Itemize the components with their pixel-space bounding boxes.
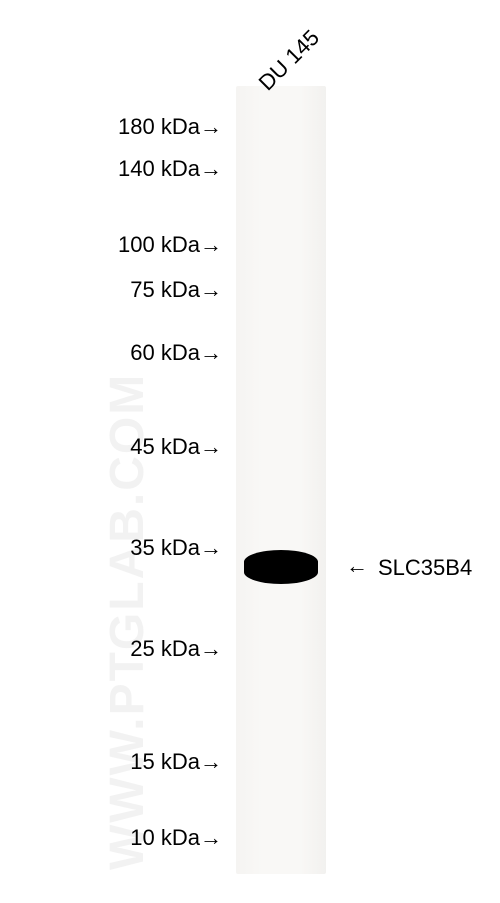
marker-value: 10 kDa: [130, 825, 200, 850]
band-arrow-left-icon: ←: [346, 553, 368, 579]
marker-label: 60 kDa→: [130, 340, 222, 366]
marker-label: 15 kDa→: [130, 749, 222, 775]
arrow-right-icon: →: [200, 535, 222, 561]
marker-value: 60 kDa: [130, 340, 200, 365]
marker-value: 45 kDa: [130, 434, 200, 459]
arrow-right-icon: →: [200, 277, 222, 303]
arrow-right-icon: →: [200, 114, 222, 140]
lane-strip: [236, 86, 326, 874]
arrow-right-icon: →: [200, 434, 222, 460]
arrow-right-icon: →: [200, 156, 222, 182]
marker-label: 100 kDa→: [118, 232, 222, 258]
arrow-right-icon: →: [200, 636, 222, 662]
marker-label: 45 kDa→: [130, 434, 222, 460]
band-label: SLC35B4: [378, 555, 472, 581]
marker-label: 75 kDa→: [130, 277, 222, 303]
marker-value: 140 kDa: [118, 156, 200, 181]
arrow-right-icon: →: [200, 340, 222, 366]
marker-value: 15 kDa: [130, 749, 200, 774]
marker-value: 35 kDa: [130, 535, 200, 560]
arrow-right-icon: →: [200, 232, 222, 258]
marker-value: 75 kDa: [130, 277, 200, 302]
marker-label: 180 kDa→: [118, 114, 222, 140]
marker-value: 180 kDa: [118, 114, 200, 139]
marker-label: 35 kDa→: [130, 535, 222, 561]
marker-value: 25 kDa: [130, 636, 200, 661]
arrow-right-icon: →: [200, 749, 222, 775]
marker-label: 10 kDa→: [130, 825, 222, 851]
protein-band: [244, 550, 318, 584]
marker-label: 25 kDa→: [130, 636, 222, 662]
marker-label: 140 kDa→: [118, 156, 222, 182]
arrow-right-icon: →: [200, 825, 222, 851]
marker-value: 100 kDa: [118, 232, 200, 257]
